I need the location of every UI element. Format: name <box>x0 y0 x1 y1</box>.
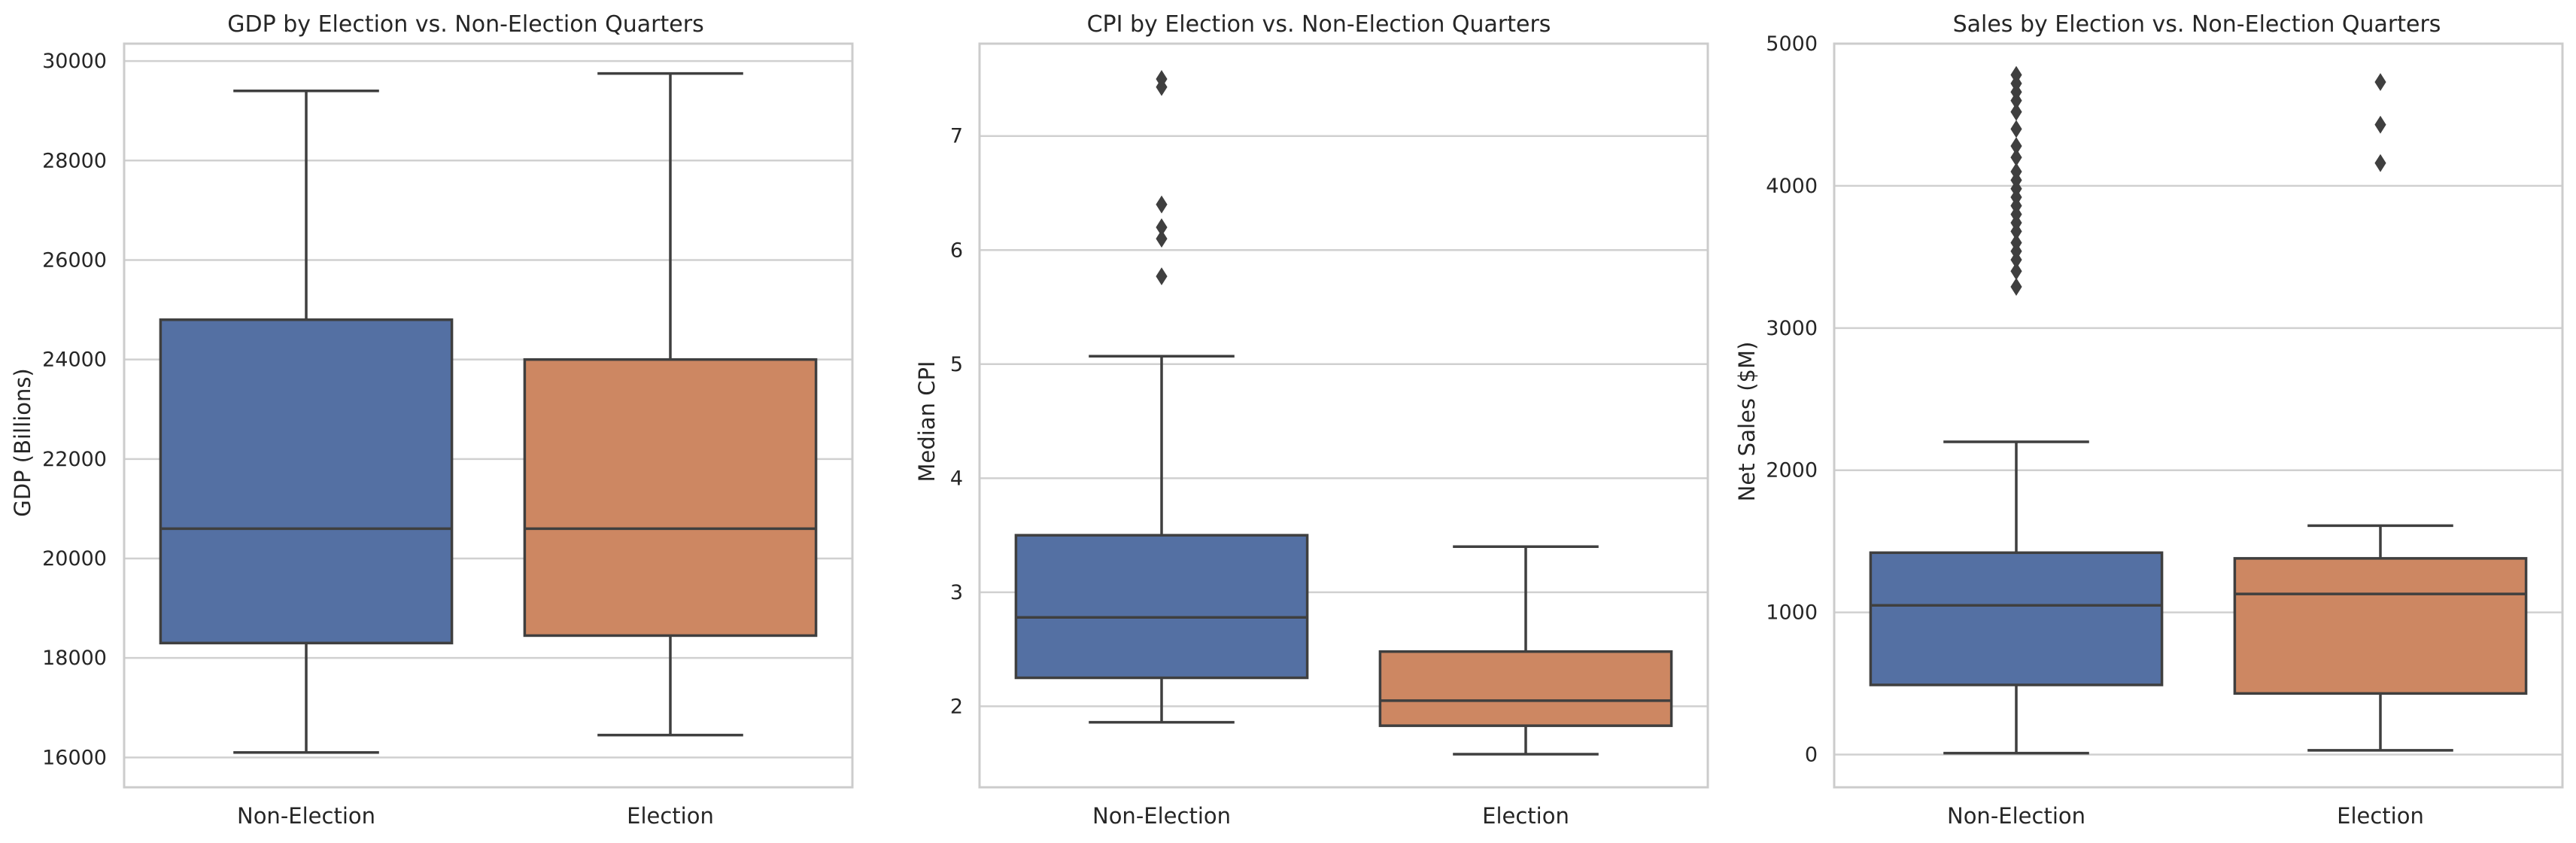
y-tick-label: 28000 <box>42 149 107 172</box>
y-tick-label: 0 <box>1805 744 1818 767</box>
panel-sales-title: Sales by Election vs. Non-Election Quart… <box>1953 11 2441 38</box>
panel-gdp-category-non-election: Non-Election <box>237 803 375 829</box>
panel-gdp-yticks: 16000 18000 20000 22000 24000 26000 28000 30000 <box>42 50 107 769</box>
y-tick-label: 22000 <box>42 448 107 471</box>
panel-sales-category-election: Election <box>2337 803 2424 829</box>
panel-sales-ylabel: Net Sales ($M) <box>1734 342 1760 502</box>
outlier-point <box>2010 148 2022 167</box>
iqr-box <box>1014 534 1309 680</box>
y-tick-label: 18000 <box>42 647 107 670</box>
outlier-point <box>2010 120 2022 138</box>
outlier-point <box>1156 267 1168 286</box>
panel-cpi: CPI by Election vs. Non-Election Quarter… <box>914 11 1709 829</box>
outlier-point <box>2010 102 2022 121</box>
panel-gdp-title: GDP by Election vs. Non-Election Quarter… <box>227 11 703 38</box>
y-tick-label: 3 <box>950 581 963 604</box>
y-tick-label: 3000 <box>1766 317 1818 340</box>
y-tick-label: 2000 <box>1766 459 1818 482</box>
panel-cpi-category-election: Election <box>1482 803 1569 829</box>
outlier-point <box>2010 278 2022 296</box>
outlier-point <box>2010 262 2022 281</box>
y-tick-label: 1000 <box>1766 601 1818 625</box>
panel-gdp: GDP by Election vs. Non-Election Quarter… <box>10 11 854 829</box>
iqr-box <box>2233 557 2528 695</box>
box-non-election <box>159 90 454 754</box>
y-tick-label: 5000 <box>1766 32 1818 56</box>
panel-sales-frame <box>1833 42 2564 789</box>
outlier-point <box>1156 195 1168 214</box>
y-tick-label: 7 <box>950 125 963 148</box>
outlier-point <box>2374 154 2386 172</box>
panel-sales: Sales by Election vs. Non-Election Quart… <box>1734 11 2564 829</box>
panel-cpi-title: CPI by Election vs. Non-Election Quarter… <box>1087 11 1551 38</box>
outlier-point <box>2374 115 2386 134</box>
panel-sales-boxes <box>1869 65 2528 755</box>
box-non-election <box>1014 70 1309 724</box>
iqr-box <box>523 358 818 638</box>
outlier-point <box>2010 163 2022 181</box>
panel-cpi-ylabel: Median CPI <box>914 361 940 482</box>
y-tick-label: 16000 <box>42 746 107 769</box>
box-election <box>1378 545 1673 756</box>
iqr-box <box>1378 650 1673 727</box>
y-tick-label: 2 <box>950 695 963 718</box>
panel-cpi-boxes <box>1014 70 1673 756</box>
panel-sales-category-non-election: Non-Election <box>1947 803 2085 829</box>
y-tick-label: 26000 <box>42 248 107 272</box>
panel-gdp-frame <box>123 42 854 789</box>
outlier-point <box>2374 73 2386 91</box>
box-non-election <box>1869 65 2164 755</box>
y-tick-label: 24000 <box>42 348 107 372</box>
y-tick-label: 6 <box>950 239 963 262</box>
outlier-point <box>2010 233 2022 252</box>
outlier-point <box>1156 218 1168 236</box>
panel-sales-yticks: 0 1000 2000 3000 4000 5000 <box>1766 32 1818 767</box>
iqr-box <box>159 318 454 645</box>
panel-cpi-frame <box>978 42 1709 789</box>
panel-cpi-category-non-election: Non-Election <box>1092 803 1231 829</box>
panel-gdp-boxes <box>159 72 818 754</box>
box-election <box>2233 73 2528 752</box>
iqr-box <box>1869 551 2164 686</box>
y-tick-label: 30000 <box>42 50 107 73</box>
y-tick-label: 20000 <box>42 547 107 571</box>
y-tick-label: 4 <box>950 467 963 490</box>
outlier-point <box>2010 137 2022 155</box>
panel-gdp-category-election: Election <box>627 803 714 829</box>
panel-gdp-ylabel: GDP (Billions) <box>10 368 35 517</box>
outlier-point <box>1156 230 1168 248</box>
y-tick-label: 5 <box>950 353 963 376</box>
y-tick-label: 4000 <box>1766 175 1818 198</box>
outlier-point <box>2010 65 2022 84</box>
box-election <box>523 72 818 737</box>
outlier-point <box>1156 70 1168 88</box>
panel-cpi-yticks: 2 3 4 5 6 7 <box>950 125 963 719</box>
